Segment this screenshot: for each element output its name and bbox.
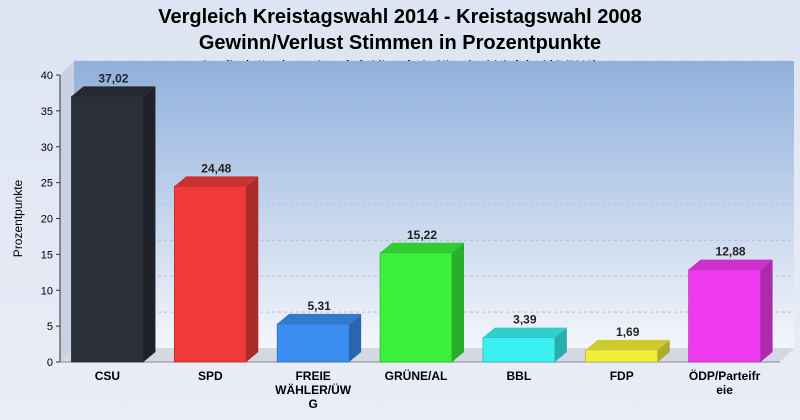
bar	[71, 86, 156, 363]
bar-front	[585, 349, 659, 363]
bar	[276, 313, 362, 363]
data-label: 37,02	[98, 71, 128, 85]
bar-side	[760, 259, 773, 362]
bar	[379, 242, 464, 363]
bar-front	[71, 96, 144, 363]
bar	[173, 176, 259, 363]
data-label: 5,31	[307, 299, 331, 313]
y-axis-title: Prozentpunkte	[11, 179, 25, 257]
y-tick-label: 30	[41, 142, 53, 154]
bar-side	[452, 242, 464, 362]
bar-top	[688, 259, 773, 270]
y-tick-label: 10	[41, 285, 53, 297]
bar-top	[174, 176, 259, 187]
data-label: 1,69	[616, 325, 640, 339]
bar-top	[380, 242, 464, 253]
bar-top	[71, 86, 156, 97]
x-tick-label: FREIE WÄHLER/ÜW G	[275, 369, 352, 411]
x-tick-label: FDP	[610, 369, 634, 383]
y-tick-label: 5	[47, 321, 53, 333]
data-label: 3,39	[513, 313, 537, 327]
bar-side	[246, 176, 259, 362]
data-label: 15,22	[407, 228, 437, 242]
x-tick-label: CSU	[95, 369, 120, 383]
y-tick-label: 35	[41, 106, 53, 118]
bar-front	[379, 252, 453, 363]
y-tick-label: 0	[47, 357, 53, 369]
bar-top	[585, 339, 670, 350]
x-tick-label: BBL	[507, 369, 532, 383]
y-tick-label: 40	[41, 70, 53, 82]
bar-side	[143, 86, 156, 362]
bar-side	[657, 339, 670, 362]
bar	[688, 259, 773, 363]
x-tick-label: SPD	[198, 369, 223, 383]
bar-top	[277, 313, 362, 324]
chart-title-line2: Gewinn/Verlust Stimmen in Prozentpunkte	[198, 32, 602, 54]
bar-side	[349, 313, 362, 362]
chart-title-line1: Vergleich Kreistagswahl 2014 - Kreistags…	[158, 6, 642, 28]
bar-front	[173, 186, 247, 363]
y-tick-label: 20	[41, 214, 53, 226]
bar-front	[688, 269, 761, 363]
bar-side	[554, 327, 567, 362]
plot-side-wall	[60, 61, 74, 362]
bar	[585, 339, 670, 363]
y-tick-label: 15	[41, 249, 53, 261]
bar	[482, 327, 567, 363]
bar-front	[276, 323, 350, 363]
x-tick-label: GRÜNE/AL	[385, 368, 448, 383]
data-label: 24,48	[201, 161, 231, 175]
y-tick-label: 25	[41, 178, 53, 190]
data-label: 12,88	[716, 245, 746, 259]
x-tick-label: ÖDP/Parteifr eie	[689, 368, 761, 397]
bar-front	[482, 337, 556, 363]
bar-top	[482, 327, 567, 338]
